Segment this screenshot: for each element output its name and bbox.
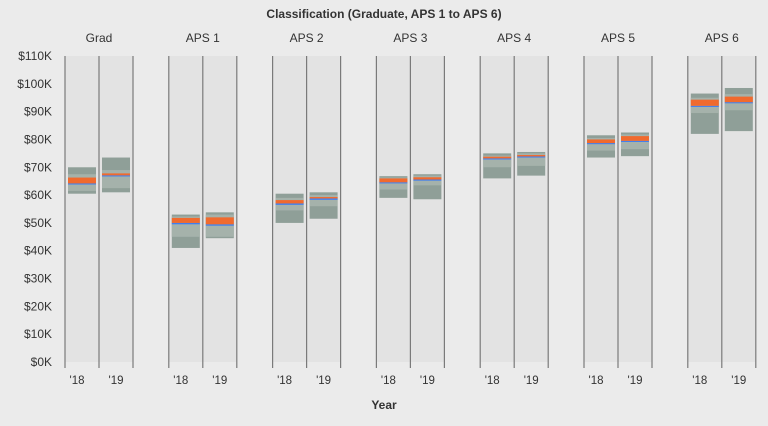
box-lower-mid [68, 183, 96, 185]
group-label: APS 1 [186, 31, 220, 45]
box-upper-mid [379, 178, 408, 183]
box-lower-mid [587, 143, 615, 145]
box-interquartile [483, 155, 512, 168]
group-label: APS 3 [393, 31, 427, 45]
box-upper-mid [690, 99, 719, 106]
box-upper-mid [483, 156, 512, 159]
box-lower-mid [690, 105, 719, 107]
y-tick-label: $40K [24, 244, 52, 258]
box-upper-mid [275, 200, 304, 204]
chart-title: Classification (Graduate, APS 1 to APS 6… [266, 7, 501, 21]
x-tick-label: '18 [173, 375, 188, 387]
group-label: APS 6 [705, 31, 739, 45]
y-axis: $0K $10K $20K $30K $40K $50K $60K $70K $80K $90K $… [17, 49, 52, 369]
x-axis-label: Year [371, 398, 397, 412]
box-upper-mid [621, 136, 649, 141]
box-lower-mid [275, 203, 304, 205]
y-tick-label: $10K [24, 327, 52, 341]
group-label: APS 2 [290, 31, 324, 45]
box-lower-mid [483, 158, 512, 160]
x-tick-label: '18 [485, 375, 500, 387]
box-lower-mid [205, 224, 234, 226]
group-label: APS 5 [601, 31, 635, 45]
y-tick-label: $70K [24, 160, 52, 174]
box-upper-mid [309, 197, 338, 199]
group-label: APS 4 [497, 31, 531, 45]
box-lower-mid [379, 182, 408, 184]
box-upper-mid [517, 155, 546, 157]
x-axis-ticks: '18 '19 '18 '19 '18 '19 '18 '19 '18 '19 '18 '19 '18 '… [70, 375, 747, 387]
x-tick-label: '19 [212, 375, 227, 387]
boxes [64, 56, 757, 368]
group-label: Grad [86, 31, 113, 45]
box-upper-mid [587, 139, 615, 144]
box-lower-mid [517, 156, 546, 158]
box-interquartile [309, 195, 338, 207]
box-lower-mid [724, 102, 753, 104]
box-interquartile [102, 170, 130, 189]
box-lower-mid [621, 140, 649, 142]
x-tick-label: '18 [277, 375, 292, 387]
box-upper-mid [205, 217, 234, 225]
x-tick-label: '19 [316, 375, 331, 387]
x-tick-label: '19 [628, 375, 643, 387]
box-upper-mid [413, 177, 442, 180]
box-lower-mid [413, 179, 442, 181]
y-tick-label: $30K [24, 272, 52, 286]
y-tick-label: $0K [31, 355, 52, 369]
x-tick-label: '18 [70, 375, 85, 387]
box-upper-mid [724, 96, 753, 103]
y-tick-label: $50K [24, 216, 52, 230]
box-upper-mid [68, 177, 96, 184]
y-tick-label: $80K [24, 132, 52, 146]
box-interquartile [379, 177, 408, 190]
x-tick-label: '18 [381, 375, 396, 387]
box-lower-mid [171, 222, 200, 225]
y-tick-label: $90K [24, 105, 52, 119]
x-tick-label: '19 [420, 375, 435, 387]
x-tick-label: '19 [109, 375, 124, 387]
x-tick-label: '18 [589, 375, 604, 387]
box-lower-mid [309, 198, 338, 200]
box-upper-mid [171, 217, 200, 223]
y-tick-label: $100K [17, 77, 52, 91]
y-tick-label: $20K [24, 299, 52, 313]
x-tick-label: '18 [692, 375, 707, 387]
y-tick-label: $110K [18, 49, 52, 63]
group-labels: Grad APS 1 APS 2 APS 3 APS 4 APS 5 APS 6 [86, 31, 739, 45]
box-lower-mid [102, 175, 130, 177]
x-tick-label: '19 [524, 375, 539, 387]
y-tick-label: $60K [24, 188, 52, 202]
x-tick-label: '19 [731, 375, 746, 387]
box-upper-mid [102, 173, 130, 176]
